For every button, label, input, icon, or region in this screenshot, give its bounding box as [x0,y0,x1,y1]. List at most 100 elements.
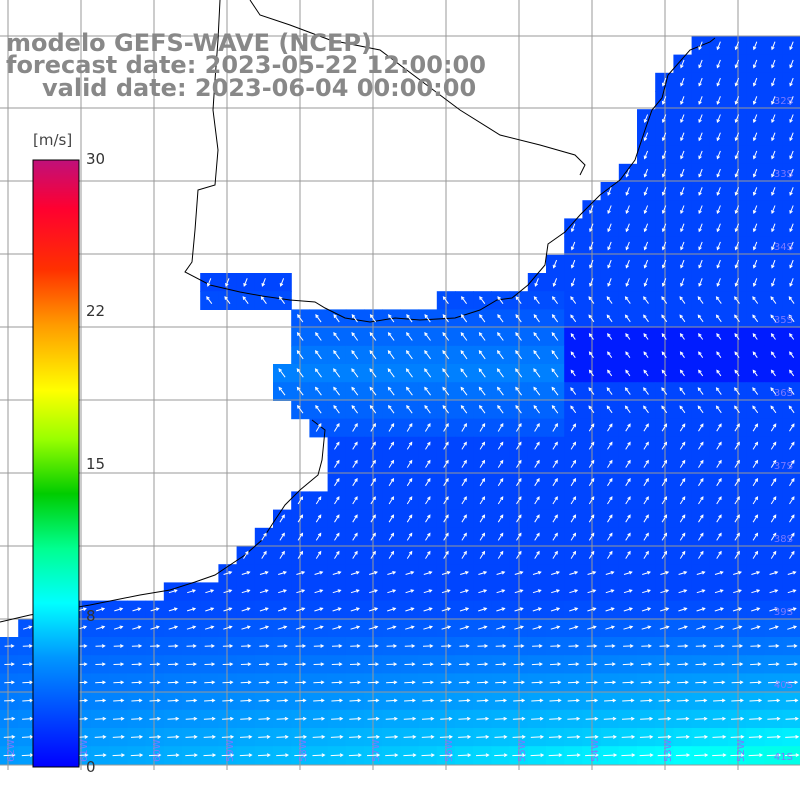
wind-arrow [421,735,435,739]
wind-arrow [496,625,506,630]
wind-arrow [332,625,343,630]
wind-arrow [334,514,340,523]
wind-arrow [313,680,325,685]
wind-arrow [534,278,539,287]
wind-arrow [680,168,685,178]
wind-arrow [406,314,413,323]
wind-arrow [713,698,726,703]
wind-arrow [643,114,649,124]
wind-arrow [643,423,649,432]
wind-arrow [716,77,721,87]
wind-arrow [297,314,304,323]
wind-arrow [734,96,740,105]
wind-arrow [752,387,759,395]
wind-arrow [789,278,794,287]
wind-arrow [551,368,559,378]
wind-arrow [643,550,649,559]
wind-arrow [515,314,522,323]
wind-arrow [168,662,179,667]
wind-arrow [185,735,198,739]
wind-arrow [406,496,413,505]
wind-arrow [478,571,488,575]
wind-arrow [715,314,722,323]
wind-arrow [477,662,489,667]
wind-arrow [698,150,703,160]
wind-arrow [385,735,399,739]
wind-arrow [716,223,721,233]
wind-arrow [734,205,740,215]
wind-arrow [350,589,360,594]
wind-arrow [625,351,631,358]
wind-arrow [605,625,615,630]
wind-arrow [315,332,322,341]
longitude-label: 60W [152,739,163,762]
wind-arrow [513,680,526,685]
wind-arrow [367,735,380,739]
wind-arrow [370,496,376,505]
wind-arrow [369,314,377,323]
wind-arrow [716,41,721,51]
wind-arrow [439,735,453,739]
wind-arrow [767,680,781,685]
wind-arrow [552,259,558,269]
wind-arrow [789,187,794,196]
wind-arrow [697,405,704,414]
wind-arrow [388,423,395,432]
wind-arrow [425,477,431,487]
wind-arrow [680,114,685,124]
wind-arrow [585,698,599,703]
wind-arrow [643,205,649,215]
wind-arrow [406,459,413,468]
wind-arrow [186,680,198,685]
wind-arrow [698,114,703,124]
wind-arrow [768,625,779,630]
wind-arrow [296,386,304,396]
wind-arrow [351,314,358,323]
wind-arrow [640,698,653,703]
wind-arrow [95,680,107,685]
wind-arrow [369,368,377,378]
coastline [0,0,716,623]
wind-arrow [734,132,740,142]
wind-arrow [734,150,740,160]
wind-arrow [258,680,271,685]
wind-arrow [422,698,435,703]
wind-arrow [534,550,540,559]
wind-arrow [331,644,343,648]
wind-arrow [643,514,649,523]
lat-lon-grid [0,0,800,770]
wind-arrow [770,423,777,432]
wind-arrow [441,589,451,594]
wind-arrow [331,716,344,721]
wind-arrow [496,571,506,575]
wind-arrow [459,607,470,612]
wind-arrow [95,607,106,612]
wind-arrow [386,680,398,685]
wind-arrow [749,698,763,703]
wind-arrow [716,96,721,105]
wind-arrow [625,278,630,287]
wind-arrow [568,662,580,667]
wind-arrow [3,753,16,758]
wind-arrow [423,607,433,612]
wind-arrow [789,514,795,523]
wind-arrow [167,753,180,758]
wind-arrow [113,698,125,703]
wind-arrow [789,496,795,505]
wind-arrow [587,571,597,575]
wind-arrow [258,716,271,721]
wind-arrow [130,735,144,739]
wind-arrow [607,496,613,505]
wind-arrow [677,644,689,648]
wind-arrow [425,514,431,523]
wind-arrow [405,386,413,396]
title-valid-date: valid date: 2023-06-04 00:00:00 [42,74,477,102]
wind-arrow [771,77,776,87]
wind-arrow [698,168,703,178]
wind-arrow [734,351,740,358]
wind-arrow [643,369,649,377]
wind-arrow [643,314,649,323]
wind-arrow [440,662,452,667]
wind-arrow [751,571,761,575]
wind-arrow [586,644,598,648]
